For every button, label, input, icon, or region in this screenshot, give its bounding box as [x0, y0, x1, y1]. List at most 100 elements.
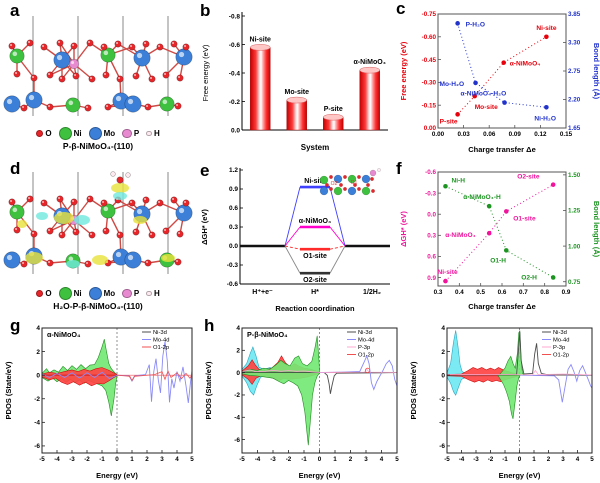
atom-highlight — [127, 98, 134, 105]
plot-area — [447, 328, 592, 453]
x-axis-label: Energy (eV) — [96, 471, 138, 480]
atom-highlight — [136, 52, 143, 59]
o-atom — [40, 43, 48, 51]
o-atom — [100, 43, 108, 51]
o-atom-dot — [36, 289, 44, 298]
x-tick-label: 1/2H₂ — [363, 289, 381, 296]
o-atom — [343, 175, 347, 179]
pdos-line-O1-2p — [116, 369, 192, 382]
mo-atom — [133, 49, 151, 67]
atom-highlight — [68, 100, 74, 106]
plot-title: P-β-NiMoO₄ — [247, 330, 288, 339]
y-tick-label: 0.3 — [229, 224, 238, 231]
atom-highlight — [32, 232, 35, 235]
left-tick-label: -0.6 — [425, 169, 436, 176]
o-atom — [116, 75, 124, 83]
atom-highlight — [60, 233, 63, 236]
atom-highlight — [86, 106, 89, 109]
legend-item-H: H — [146, 129, 160, 138]
scatter-point — [550, 182, 556, 187]
y-tick-label: -2 — [34, 396, 40, 403]
pdos-fill-Ni-3d — [497, 374, 521, 419]
legend-label-O1-2p: O1-2p — [358, 353, 374, 359]
pdos-alpha-nimoo4: -5 -4 -3 -2 -1 0 1 2 3 4 5 -6 -4 -2 0 2 4 Energy (eV) PDOS… — [4, 325, 194, 480]
mo-atom — [25, 91, 43, 109]
point-label: α-NiMoO₄ — [445, 232, 476, 239]
mo-atom — [333, 174, 343, 184]
legend-label: P — [133, 288, 140, 298]
x-tick-label: -2 — [286, 456, 292, 463]
o-atom — [56, 195, 64, 203]
atom-highlight — [176, 260, 179, 263]
scatter-point — [550, 275, 556, 280]
y-tick-label: 0.9 — [229, 186, 238, 193]
x-tick-label: -3 — [270, 456, 276, 463]
charge-blob-cyan — [36, 212, 48, 220]
atom-highlight — [158, 45, 161, 48]
y-tick-label: 4 — [36, 325, 40, 332]
charge-blob-yellow — [17, 220, 27, 228]
y-tick-label: -0.4 — [229, 70, 241, 77]
x-tick-label: 0.7 — [519, 289, 528, 296]
atom-highlight — [178, 207, 185, 214]
left-tick-label: 0.00 — [424, 125, 437, 132]
ni-atom — [159, 96, 175, 112]
o-atom — [88, 231, 96, 239]
x-tick-label: 5 — [395, 456, 399, 463]
x-tick-label: -5 — [444, 456, 450, 463]
p-atom-dot — [122, 128, 132, 139]
level-label: α-NiMoO₄ — [299, 218, 332, 225]
atom-highlight — [115, 95, 122, 102]
scatter-point — [455, 21, 460, 26]
legend-label-P-3p: P-3p — [358, 345, 370, 351]
o-atom — [116, 231, 124, 239]
h-atom — [377, 168, 381, 172]
o-atom — [176, 74, 184, 82]
mo-atom — [124, 251, 142, 269]
ni-atom — [65, 97, 81, 113]
x-tick-label: -1 — [99, 456, 105, 463]
atom-highlight — [130, 201, 133, 204]
o-atom — [114, 40, 122, 48]
pdos-line-Mo-4d — [519, 363, 592, 403]
mo-atom — [3, 251, 21, 269]
level-label: Ni-site — [304, 178, 326, 185]
atom-highlight — [164, 73, 167, 76]
atom-highlight — [134, 74, 137, 77]
y-tick-label: -4 — [439, 420, 445, 427]
atom-highlight — [28, 41, 31, 44]
legend-item-Mo: Mo — [88, 287, 115, 300]
x-tick-label: 2 — [349, 456, 353, 463]
left-tick-label: 0.9 — [427, 275, 436, 282]
scatter-point — [503, 248, 509, 253]
pdos-line-P-3p — [242, 368, 397, 373]
o-atom — [128, 199, 136, 207]
o-atom — [88, 75, 96, 83]
x-tick-label: H⁺+e⁻ — [252, 289, 273, 296]
marker — [364, 367, 371, 374]
atom-highlight — [104, 229, 107, 232]
pdos-line-P-3p — [447, 369, 592, 376]
ni-atom — [347, 174, 357, 184]
panel-letter-f: f — [396, 159, 402, 178]
pdos-fill-O1-2p — [42, 374, 118, 387]
y-axis-label: PDOS (State/eV) — [4, 361, 13, 419]
y-tick-label: 0.6 — [229, 205, 238, 212]
p-atom-dot — [122, 288, 132, 299]
atom-highlight — [74, 230, 77, 233]
x-axis-label: Charge transfer Δe — [468, 302, 536, 311]
charge-blob-yellow — [54, 212, 74, 224]
legend-label: O — [45, 289, 52, 298]
atom-highlight — [71, 61, 75, 65]
panel-letter-e: e — [200, 161, 210, 180]
atom-highlight — [178, 51, 185, 58]
plot-area — [242, 328, 397, 453]
x-tick-label: 0.03 — [457, 131, 470, 138]
o-atom — [30, 230, 38, 238]
y-tick-label: 4 — [441, 325, 445, 332]
atom-legend-a: O Ni Mo P H — [0, 127, 196, 140]
mo-atom — [175, 48, 193, 66]
o-atom — [182, 199, 190, 207]
atom-highlight — [58, 41, 61, 44]
atom-highlight — [22, 106, 25, 109]
